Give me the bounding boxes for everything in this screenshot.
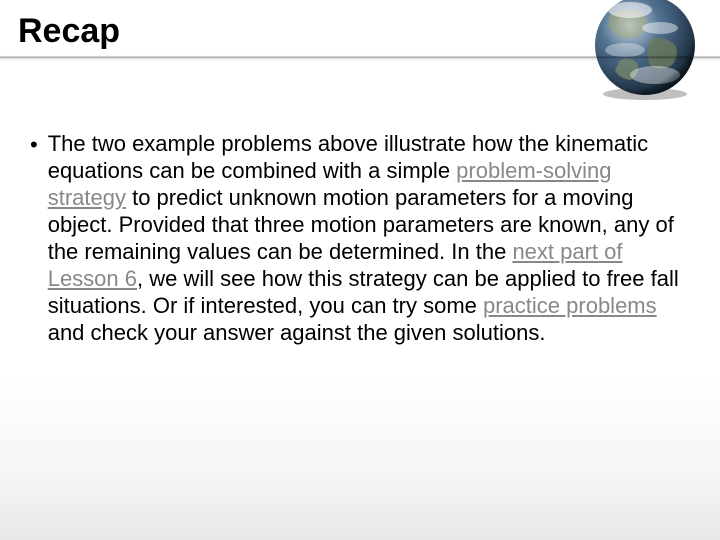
practice-problems-link[interactable]: practice problems [483, 293, 657, 318]
slide-title: Recap [18, 12, 120, 51]
content-area: • The two example problems above illustr… [28, 130, 680, 346]
text-segment: and check your answer against the given … [48, 320, 546, 345]
body-paragraph: The two example problems above illustrat… [48, 130, 680, 346]
globe-image [590, 0, 700, 100]
bullet-marker: • [30, 130, 38, 160]
title-underline [0, 56, 720, 58]
bullet-item: • The two example problems above illustr… [28, 130, 680, 346]
